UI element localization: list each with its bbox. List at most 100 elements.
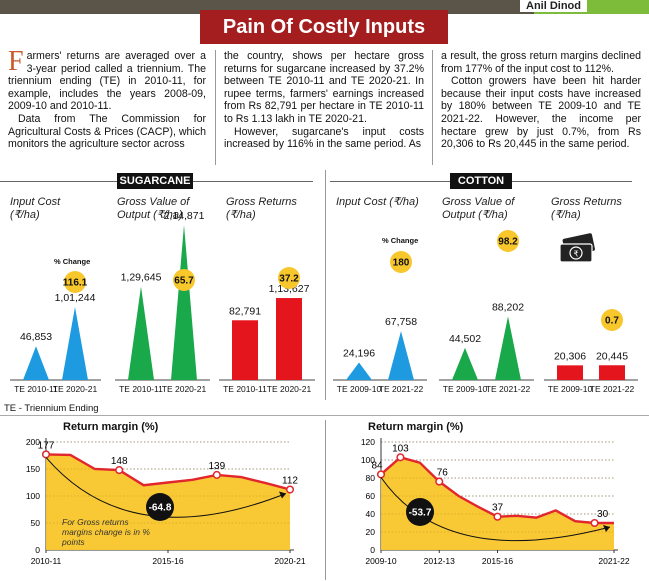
article-paragraph: armers' returns are averaged over a 3-ye… <box>8 50 206 113</box>
margin-point-label: 103 <box>392 443 409 454</box>
bar-value-label: 67,758 <box>385 316 417 328</box>
article-column-2: the country, shows per hectare gross ret… <box>224 50 424 151</box>
change-arrow <box>380 477 611 542</box>
triangle-bar <box>62 306 88 380</box>
bar-category-label: TE 2021-22 <box>590 384 635 394</box>
x-tick-label: 2010-11 <box>31 556 62 566</box>
margin-chart-title: Return margin (%) <box>368 421 464 433</box>
margin-point-label: 30 <box>597 509 609 520</box>
bar-category-label: TE 2010-11 <box>119 384 163 394</box>
margin-point-label: 84 <box>371 460 383 471</box>
bar-value-label: 44,502 <box>449 333 481 345</box>
margin-change-value: -64.8 <box>149 503 172 514</box>
bar-category-label: TE 2009-10 <box>337 384 382 394</box>
column-divider <box>432 50 433 165</box>
panel-label: Input Cost (₹/ha) <box>10 196 61 221</box>
money-icon: ₹ <box>559 233 595 263</box>
margin-point-label: 148 <box>111 456 128 467</box>
triangle-bar <box>128 286 154 380</box>
change-badge <box>390 251 412 273</box>
bar-value-label: 88,202 <box>492 301 524 313</box>
triangle-bar <box>495 316 521 380</box>
bar-charts: 46,853 TE 2010-11 1,01,244 TE 2020-21 116.1 1… <box>10 210 638 394</box>
margin-change-badge <box>406 498 434 526</box>
change-badge-value: 65.7 <box>174 276 194 287</box>
panel-label: Gross Value of Output (₹/ha) <box>117 196 190 221</box>
panel-label: Gross Returns (₹/ha) <box>226 196 297 221</box>
bar-category-label: TE 2009-10 <box>443 384 488 394</box>
panel-label: Gross Value of Output (₹/ha) <box>442 196 515 221</box>
bar <box>557 365 583 380</box>
bar-value-label: 2,14,871 <box>164 210 205 222</box>
bar-value-label: 24,196 <box>343 348 375 360</box>
bar-category-label: TE 2020-21 <box>53 384 98 394</box>
bar-value-label: 20,306 <box>554 350 586 362</box>
margin-point <box>435 477 444 486</box>
x-tick-label: 2021-22 <box>598 556 629 566</box>
y-tick-label: 100 <box>26 491 40 501</box>
y-tick-label: 80 <box>366 473 376 483</box>
article-paragraph: However, sugarcane's input costs increas… <box>224 125 424 151</box>
y-tick-label: 60 <box>366 491 376 501</box>
y-tick-label: 0 <box>370 545 375 555</box>
bar-value-label: 20,445 <box>596 350 628 362</box>
change-badge <box>497 230 519 252</box>
change-badge-value: 180 <box>393 258 410 269</box>
y-tick-label: 150 <box>26 464 40 474</box>
y-tick-label: 20 <box>366 527 376 537</box>
svg-text:₹: ₹ <box>573 250 578 259</box>
bar-value-label: 1,29,645 <box>121 271 162 283</box>
pct-change-label: % Change <box>382 236 419 245</box>
sugarcane-section-title: SUGARCANE <box>0 173 313 189</box>
margin-point-label: 112 <box>282 476 298 487</box>
change-badge <box>278 267 300 289</box>
change-badge-value: 116.1 <box>63 278 88 289</box>
article-paragraph: Data from The Commission for Agricultura… <box>8 112 206 151</box>
triangle-bar <box>23 346 49 380</box>
y-tick-label: 120 <box>361 437 375 447</box>
triangle-bar <box>171 225 197 380</box>
panel-label: Gross Returns (₹/ha) <box>551 196 622 221</box>
bar-category-label: TE 2010-11 <box>223 384 267 394</box>
margin-point <box>115 466 124 475</box>
margin-point-label: 37 <box>492 503 504 514</box>
bar <box>232 320 258 380</box>
bar-category-label: TE 2021-22 <box>486 384 531 394</box>
bar <box>276 298 302 380</box>
y-tick-label: 0 <box>35 545 40 555</box>
x-tick-label: 2020-21 <box>274 556 305 566</box>
drop-cap: F <box>8 46 24 77</box>
cotton-section-title: COTTON <box>330 173 632 189</box>
margin-line <box>45 453 291 491</box>
bar-value-label: 1,01,244 <box>55 292 96 304</box>
margin-point <box>376 470 386 479</box>
y-tick-label: 50 <box>31 518 41 528</box>
margin-chart-title: Return margin (%) <box>63 421 159 433</box>
margin-point <box>41 450 51 459</box>
triangle-bar <box>388 331 414 380</box>
bar-category-label: TE 2010-11 <box>14 384 58 394</box>
bar-value-label: 82,791 <box>229 305 261 317</box>
article-paragraph: the country, shows per hectare gross ret… <box>224 50 424 125</box>
cotton-margin-chart: 0 20 40 60 80 100 120 84 103 76 37 30 2009-10 2012-13… <box>361 437 630 566</box>
arrow-head <box>279 491 286 499</box>
change-badge <box>64 271 86 293</box>
margin-note: points <box>61 537 85 547</box>
margin-point <box>212 470 221 479</box>
article-paragraph: Cotton growers have been hit harder beca… <box>441 75 641 151</box>
bar <box>599 365 625 380</box>
margin-point-label: 76 <box>437 468 449 479</box>
triangle-bar <box>452 347 478 380</box>
bar-value-label: 46,853 <box>20 331 52 343</box>
arrow-head <box>603 525 610 532</box>
margin-note: margins change is in % <box>62 527 150 537</box>
bar-category-label: TE 2021-22 <box>379 384 424 394</box>
bar-category-label: TE 2020-21 <box>162 384 207 394</box>
bar-category-label: TE 2020-21 <box>267 384 312 394</box>
column-divider <box>215 50 216 165</box>
headline: Pain Of Costly Inputs <box>200 10 448 44</box>
change-arrow <box>45 457 287 518</box>
change-badge-value: 0.7 <box>605 316 619 327</box>
change-badge <box>601 309 623 331</box>
